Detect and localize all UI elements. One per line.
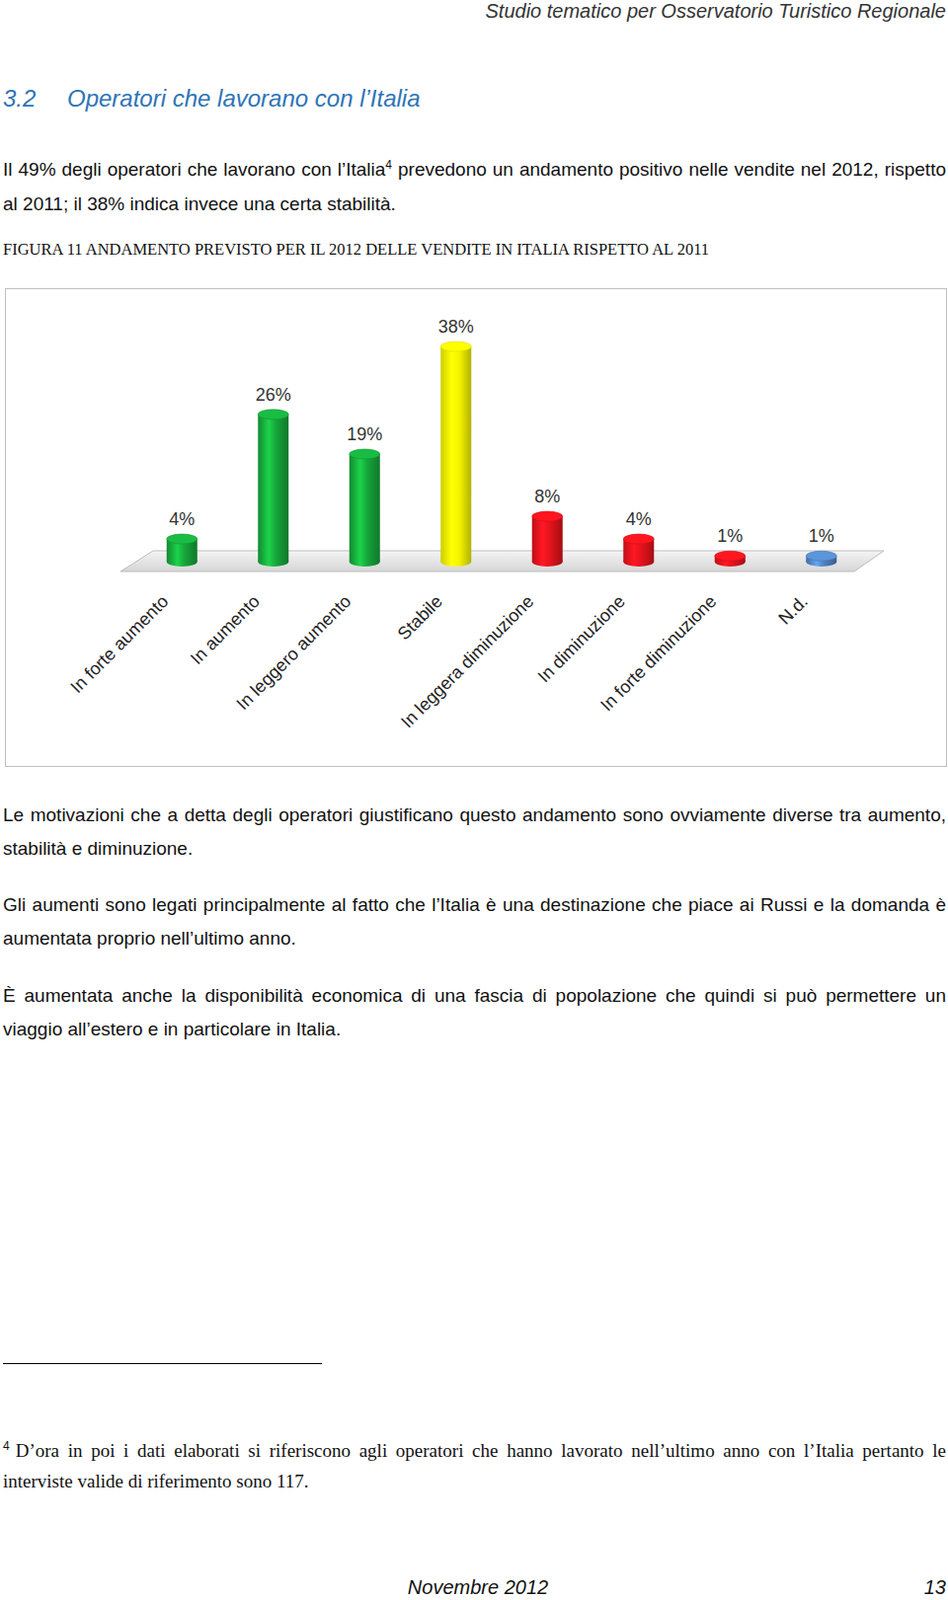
data-label: 1% (716, 526, 743, 547)
x-tick: In diminuzione (534, 591, 630, 687)
bar-cap (349, 449, 381, 460)
data-label: 38% (438, 316, 474, 337)
footer-page: 13 (924, 1577, 947, 1600)
bar-cap (714, 551, 746, 561)
footnote-ref: 4 (385, 158, 393, 172)
x-axis: In forte aumentoIn aumentoIn leggero aum… (67, 591, 812, 732)
data-label: 8% (534, 486, 560, 507)
paragraph: Il 49% degli operatori che lavorano con … (2, 148, 947, 222)
x-tick-label: N.d. (774, 591, 811, 629)
footnote-marker: 4 (2, 1439, 10, 1454)
x-tick: In aumento (186, 591, 264, 669)
paragraph: Le motivazioni che a detta degli operato… (2, 798, 947, 867)
data-label: 26% (255, 385, 292, 405)
data-label: 4% (168, 509, 195, 530)
chart: 4% 26% 19% 38% 8% 4% 1% 1% In forte aumentoIn au… (4, 288, 948, 768)
chart-floor (120, 551, 884, 572)
paragraph: È aumentata anche la disponibilità econo… (2, 979, 947, 1047)
paragraph: Gli aumenti sono legati principalmente a… (2, 888, 947, 956)
bar-cap (532, 511, 563, 522)
footnote-rule (2, 1363, 322, 1365)
bar-cap (166, 534, 198, 545)
paragraph-text: Il 49% degli operatori che lavorano con … (2, 158, 386, 180)
footnote-text: D’ora in poi i dati elaborati si riferis… (2, 1440, 947, 1493)
x-tick-label: In leggera diminuzione (396, 591, 538, 732)
bar-cap (623, 534, 654, 545)
x-tick: N.d. (774, 591, 811, 629)
bar (532, 516, 563, 562)
plot-area (166, 341, 838, 567)
x-tick: In leggero aumento (233, 591, 356, 714)
x-tick: In forte aumento (67, 591, 173, 698)
data-label: 1% (808, 526, 835, 547)
section-number: 3.2 (2, 84, 36, 113)
page-header: Studio tematico per Osservatorio Turisti… (484, 0, 947, 23)
x-tick: In forte diminuzione (596, 591, 720, 715)
x-tick: Stabile (394, 591, 447, 644)
footnote: 4D’ora in poi i dati elaborati si riferi… (2, 1431, 947, 1498)
page: Studio tematico per Osservatorio Turisti… (0, 0, 948, 1600)
section-title: Operatori che lavorano con l’Italia (67, 84, 421, 113)
x-tick: In leggera diminuzione (396, 591, 538, 732)
bar-cap (805, 551, 837, 561)
data-label: 4% (626, 509, 652, 530)
data-label: 19% (346, 424, 383, 445)
bar (440, 346, 472, 562)
bar-cap (440, 341, 472, 352)
chart-frame (5, 289, 948, 768)
x-tick-label: In forte diminuzione (596, 591, 720, 715)
x-tick-label: In leggero aumento (233, 591, 356, 714)
bar (257, 414, 289, 562)
x-tick-label: In diminuzione (534, 591, 630, 687)
footer-date: Novembre 2012 (0, 1577, 948, 1600)
x-tick-label: Stabile (394, 591, 447, 644)
bar-cap (257, 409, 289, 420)
x-tick-label: In aumento (186, 591, 264, 669)
x-tick-label: In forte aumento (67, 591, 173, 698)
bar (349, 454, 381, 562)
chart-title: FIGURA 11 ANDAMENTO PREVISTO PER IL 2012… (2, 239, 710, 260)
